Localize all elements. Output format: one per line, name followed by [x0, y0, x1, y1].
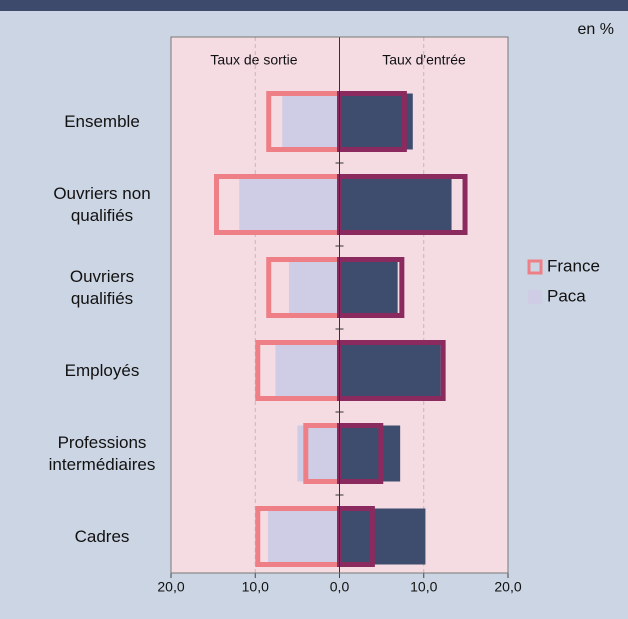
- bar: [339, 93, 413, 150]
- category-label: Ensemble: [64, 111, 140, 131]
- category-label: Ouvriers qualifiés: [69, 266, 135, 308]
- legend-swatch: [528, 290, 542, 304]
- bar: [339, 259, 398, 316]
- bar: [339, 425, 401, 482]
- x-tick-label: 10,0: [242, 579, 269, 595]
- bar: [282, 93, 340, 150]
- x-tick-label: 0,0: [330, 579, 350, 595]
- x-tick-label: 20,0: [157, 579, 184, 595]
- bar: [239, 176, 340, 233]
- x-tick-label: 10,0: [410, 579, 437, 595]
- bar: [339, 342, 441, 399]
- unit-label: en %: [578, 21, 614, 38]
- legend-label: France: [547, 256, 600, 275]
- legend-swatch: [527, 259, 543, 275]
- legend-label: Paca: [547, 286, 586, 305]
- category-label: Cadres: [74, 526, 130, 546]
- category-label: Employés: [64, 360, 140, 380]
- plot-frame: [170, 36, 509, 574]
- bar: [288, 259, 340, 316]
- bar: [275, 342, 340, 399]
- category-label: Ouvriers non qualifiés: [53, 183, 151, 225]
- bar: [267, 508, 340, 565]
- category-label: Professions intermédiaires: [48, 432, 156, 474]
- x-tick-label: 20,0: [494, 579, 521, 595]
- bar: [339, 176, 452, 233]
- left-label: Taux de sortie: [210, 52, 297, 68]
- bar: [339, 508, 426, 565]
- top-bar: [0, 0, 628, 11]
